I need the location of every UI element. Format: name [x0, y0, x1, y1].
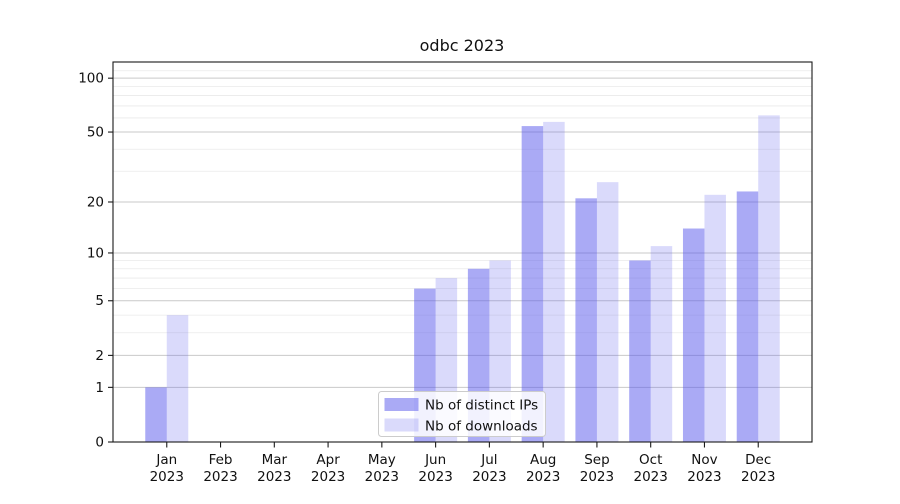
bar-dec-nb-of-distinct-ips: [736, 191, 759, 442]
y-tick-label-100: 100: [78, 71, 104, 87]
legend-label-nb-of-distinct-ips: Nb of distinct IPs: [425, 398, 538, 414]
axes-frame: [112, 61, 813, 443]
chart-title: odbc 2023: [420, 36, 505, 55]
x-tick-label-year-jul: 2023: [472, 469, 506, 485]
y-tick-label-10: 10: [87, 245, 104, 261]
y-tick-label-20: 20: [87, 194, 104, 210]
x-tick-label-month-jun: Jun: [424, 452, 446, 468]
x-tick-label-month-oct: Oct: [639, 452, 662, 468]
bar-aug-nb-of-distinct-ips: [521, 126, 544, 443]
bar-sep-nb-of-downloads: [596, 182, 619, 442]
bar-aug-nb-of-downloads: [543, 121, 565, 442]
legend-label-nb-of-downloads: Nb of downloads: [425, 419, 538, 435]
y-tick-label-50: 50: [87, 125, 104, 141]
bar-oct-nb-of-downloads: [650, 246, 673, 442]
bar-dec-nb-of-downloads: [758, 115, 780, 443]
x-tick-label-month-may: May: [368, 452, 396, 468]
x-tick-label-month-apr: Apr: [316, 452, 340, 468]
y-tick-label-0: 0: [95, 435, 104, 451]
bar-jan-nb-of-downloads: [166, 315, 189, 442]
x-tick-label-year-mar: 2023: [257, 469, 291, 485]
legend-swatch-nb-of-distinct-ips: [384, 398, 419, 411]
x-tick-label-year-jan: 2023: [150, 469, 184, 485]
x-tick-label-month-jul: Jul: [480, 452, 497, 468]
x-tick-label-year-may: 2023: [365, 469, 399, 485]
x-tick-label-year-dec: 2023: [741, 469, 775, 485]
x-tick-label-year-oct: 2023: [634, 469, 668, 485]
bar-jan-nb-of-distinct-ips: [145, 387, 167, 442]
bar-nov-nb-of-distinct-ips: [682, 228, 705, 442]
bar-sep-nb-of-distinct-ips: [575, 198, 597, 442]
x-tick-label-year-nov: 2023: [687, 469, 721, 485]
legend-box: [378, 391, 546, 437]
x-tick-label-month-mar: Mar: [262, 452, 288, 468]
y-tick-label-1: 1: [95, 380, 104, 396]
bar-nov-nb-of-downloads: [704, 194, 726, 442]
x-tick-label-month-aug: Aug: [530, 452, 556, 468]
x-tick-label-year-jun: 2023: [418, 469, 452, 485]
x-tick-label-month-jan: Jan: [155, 452, 177, 468]
x-tick-label-year-feb: 2023: [203, 469, 237, 485]
x-tick-label-month-nov: Nov: [691, 452, 717, 468]
plot-area: 0125102050100Jan2023Feb2023Mar2023Apr202…: [78, 61, 813, 485]
x-tick-label-year-sep: 2023: [580, 469, 614, 485]
x-tick-label-month-feb: Feb: [209, 452, 233, 468]
bar-oct-nb-of-distinct-ips: [629, 260, 651, 442]
x-tick-label-year-aug: 2023: [526, 469, 560, 485]
y-tick-label-5: 5: [95, 293, 104, 309]
x-tick-label-month-dec: Dec: [745, 452, 771, 468]
legend-swatch-nb-of-downloads: [384, 418, 419, 432]
x-tick-label-year-apr: 2023: [311, 469, 345, 485]
y-tick-label-2: 2: [95, 348, 104, 364]
x-tick-label-month-sep: Sep: [584, 452, 609, 468]
